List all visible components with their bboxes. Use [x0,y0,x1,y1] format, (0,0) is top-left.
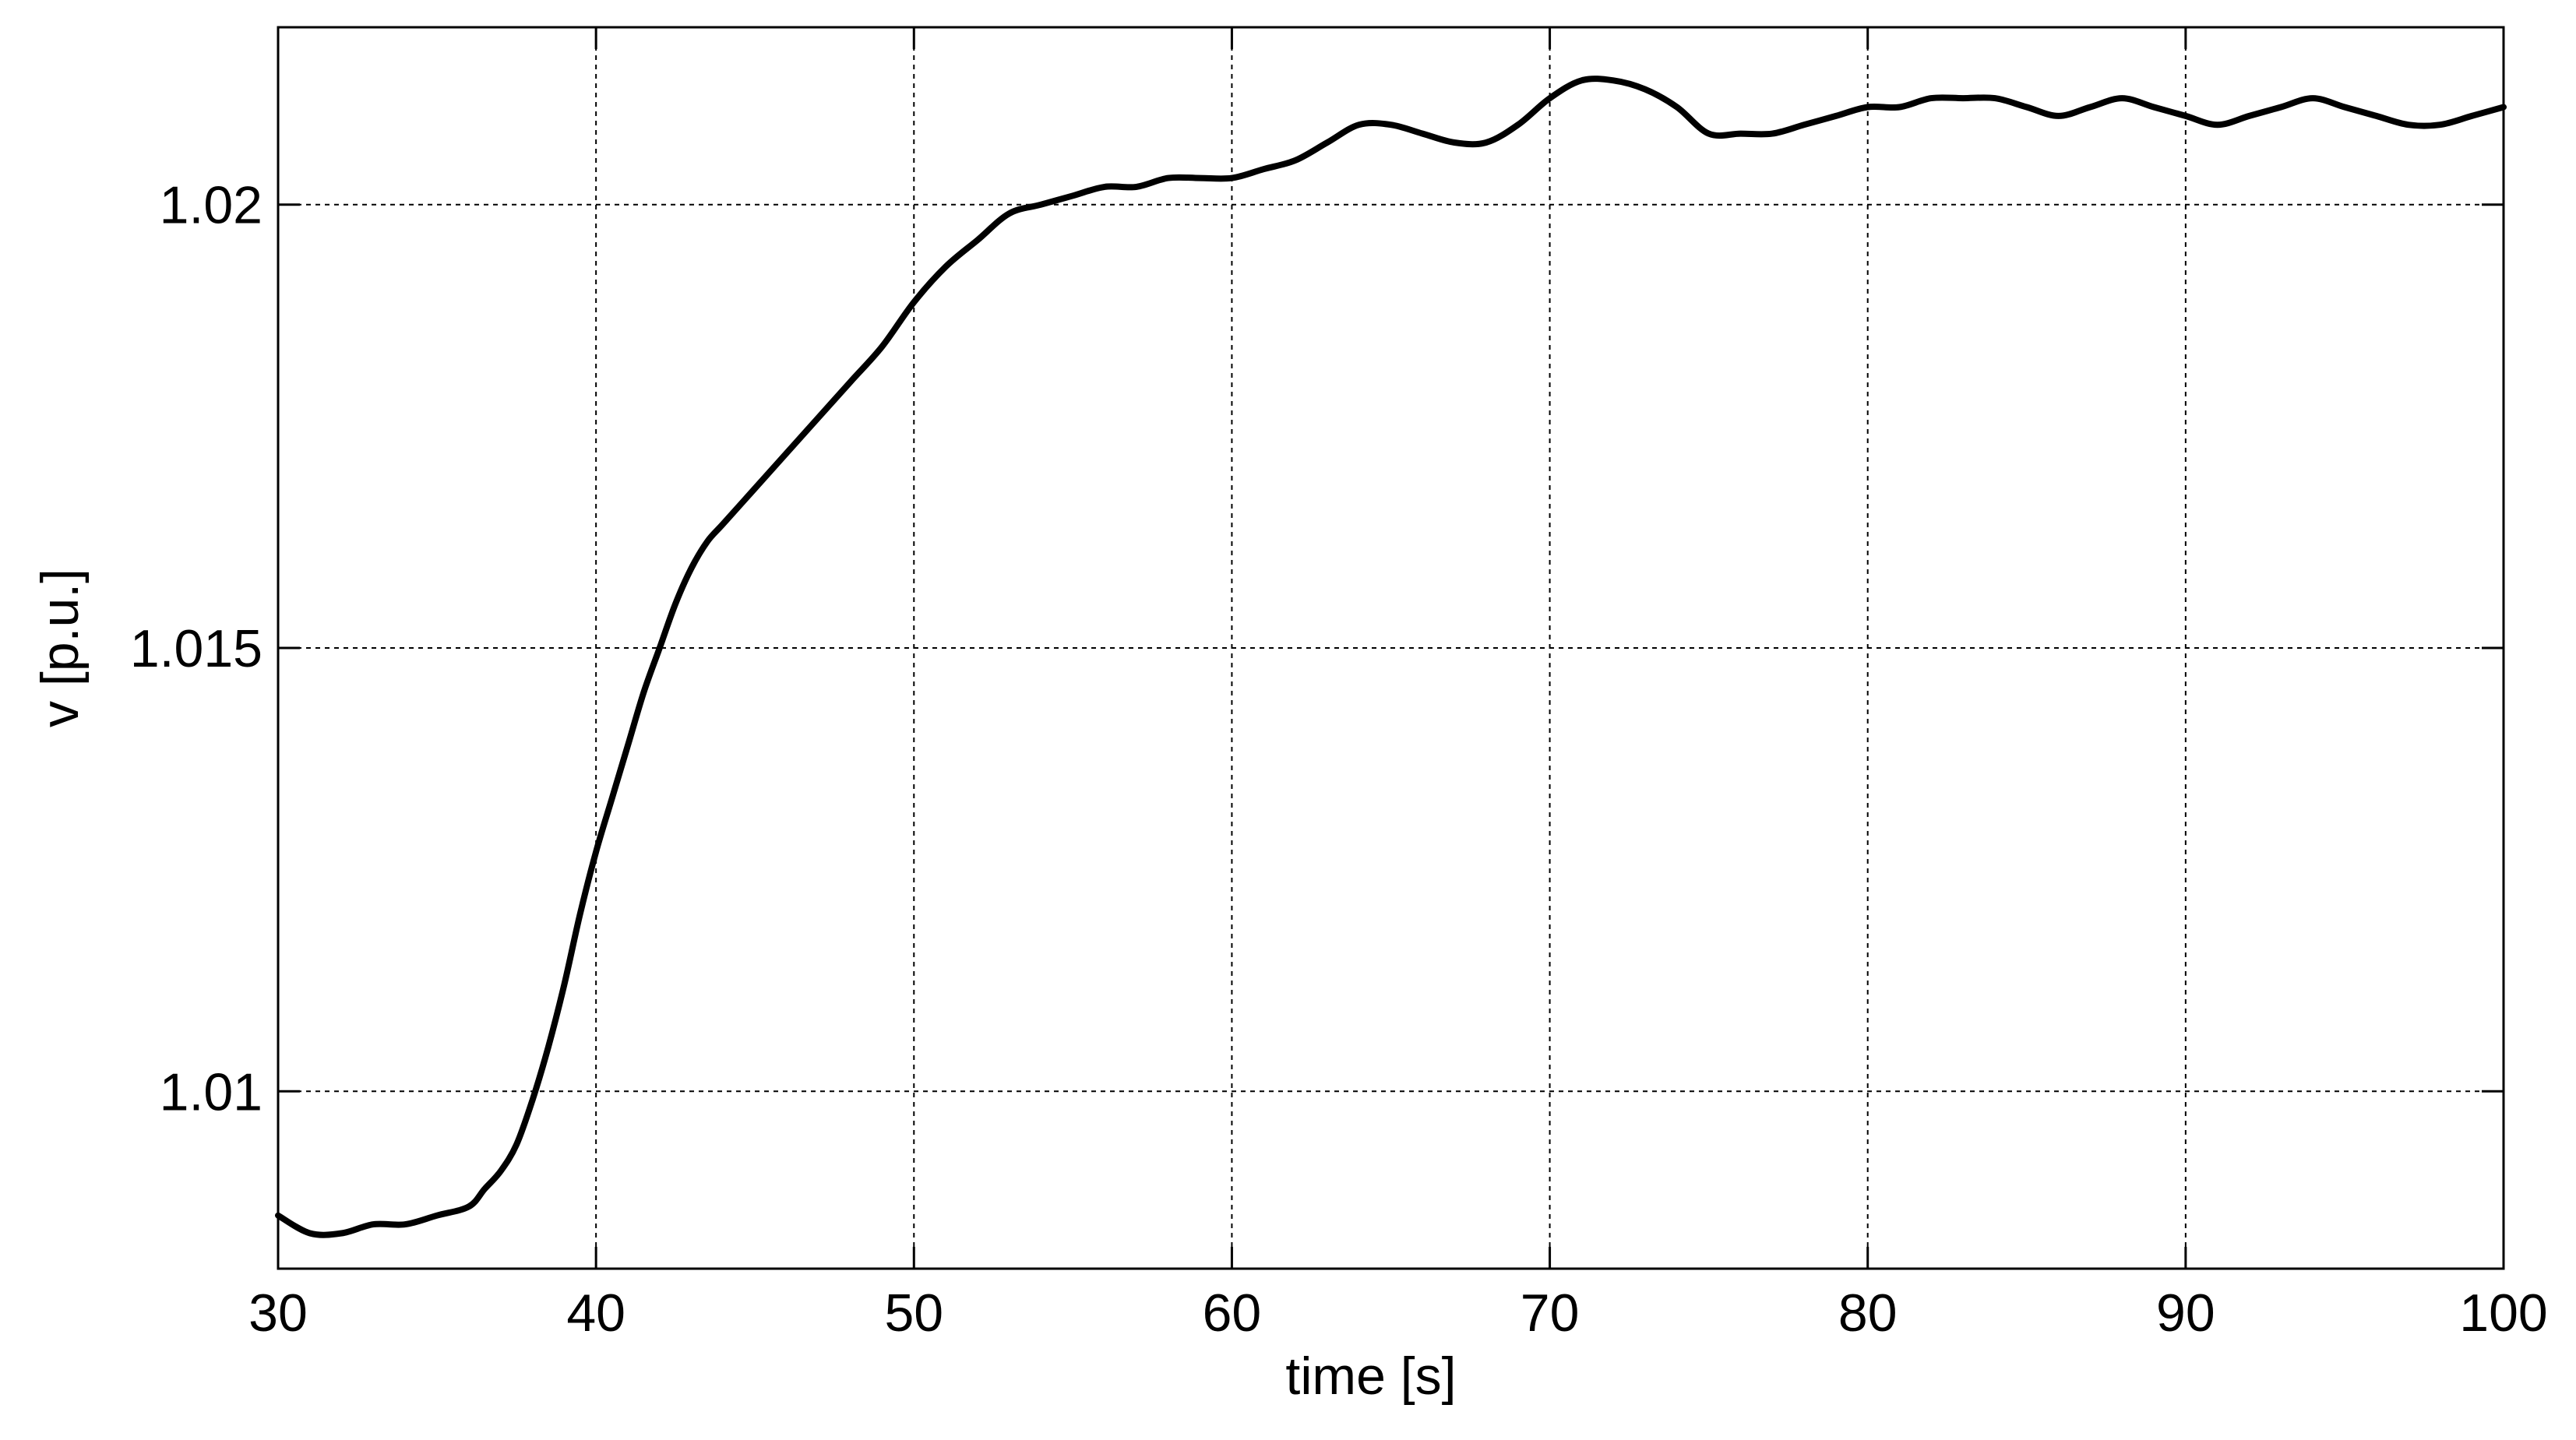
plot-area [275,76,2507,1238]
axis-ticks: 30 40 50 60 70 80 90 100 1.01 1.015 1.02 [130,27,2548,1343]
series-line [275,76,2507,1238]
y-tick-label: 1.01 [160,1062,263,1121]
x-axis-label: time [s] [1285,1347,1456,1406]
y-tick-label: 1.015 [130,619,263,678]
x-tick-label: 80 [1838,1283,1898,1343]
x-tick-label: 90 [2156,1283,2215,1343]
x-tick-label: 60 [1203,1283,1262,1343]
x-tick-label: 40 [566,1283,625,1343]
y-tick-label: 1.02 [160,176,263,235]
x-tick-label: 30 [248,1283,308,1343]
x-tick-label: 100 [2459,1283,2547,1343]
y-axis-label: v [p.u.] [30,569,90,727]
x-tick-label: 70 [1521,1283,1580,1343]
x-tick-label: 50 [884,1283,943,1343]
grid-lines [278,27,2504,1269]
